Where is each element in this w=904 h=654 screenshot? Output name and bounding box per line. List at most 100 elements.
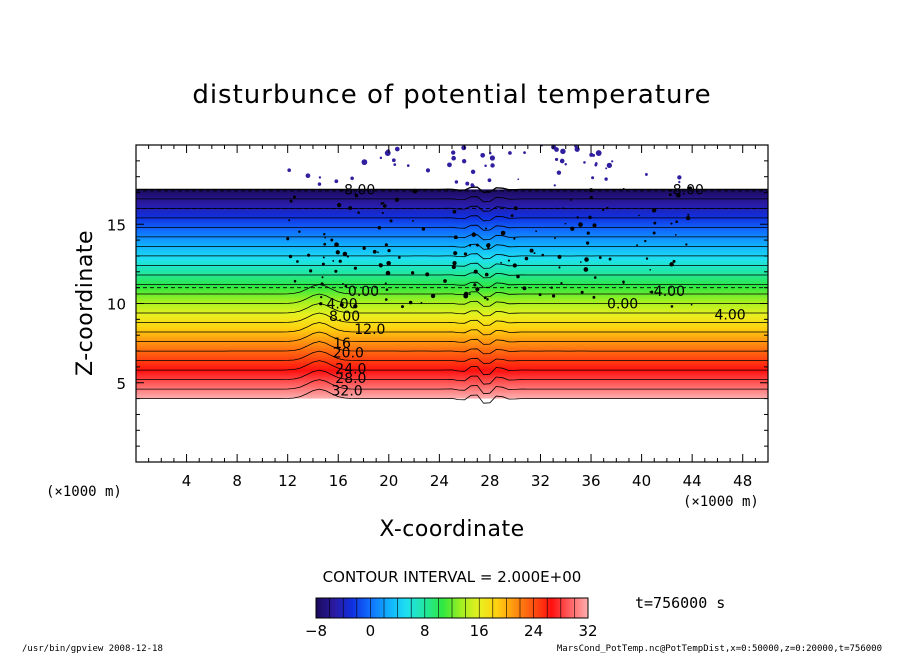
x-tick-label: 8 [232,472,242,490]
turbulence-speck [443,279,447,283]
turbulence-speck [529,248,534,253]
turbulence-speck [350,176,354,181]
x-tick-label: 12 [278,472,297,490]
chart-title: disturbunce of potential temperature [192,80,711,110]
turbulence-speck [420,301,423,304]
turbulence-speck [288,254,293,259]
x-tick-label: 20 [379,472,398,490]
turbulence-speck [410,271,415,275]
turbulence-speck [384,298,388,301]
footer-right: MarsCond_PotTemp.nc@PotTempDist,x=0:5000… [557,644,882,654]
turbulence-speck [468,244,472,247]
turbulence-speck [318,176,322,179]
turbulence-speck [510,214,514,218]
turbulence-speck [400,305,404,309]
turbulence-speck [611,160,614,163]
contour-lines [136,145,768,404]
turbulence-speck [674,234,677,236]
turbulence-speck [670,222,673,225]
contour-label: 12.0 [354,322,385,338]
contour-line [136,215,768,222]
contour-label: 4.00 [714,308,745,324]
contour-label: 4.00 [326,297,357,313]
turbulence-speck [552,294,556,298]
turbulence-speck [688,186,693,191]
turbulence-speck [553,184,556,187]
x-tick-label: 32 [531,472,550,490]
turbulence-speck [324,236,326,239]
turbulence-speck [500,230,506,236]
contour-label: 0.00 [607,297,638,313]
turbulence-speck [591,176,595,180]
turbulence-speck [538,293,542,297]
turbulence-speck [353,266,357,270]
contour-line [136,186,768,193]
turbulence-speck [321,276,324,279]
turbulence-speck [453,235,458,240]
turbulence-speck [378,263,382,267]
turbulence-speck [500,261,502,264]
contour-label: -4.00 [649,284,685,300]
turbulence-speck [394,146,400,152]
turbulence-speck [606,162,613,169]
colorbar-tick-label: 16 [470,622,489,640]
turbulence-speck [589,152,594,157]
turbulence-speck [556,170,562,175]
turbulence-speck [339,302,344,307]
turbulence-speck [645,257,649,260]
turbulence-speck [452,260,457,266]
turbulence-speck [507,259,510,262]
turbulence-speck [465,181,470,186]
colorbar-tick-label: 0 [366,622,376,640]
contour-line [136,322,768,336]
footer-left: /usr/bin/gpview 2008-12-18 [22,644,163,654]
turbulence-speck [384,282,387,285]
turbulence-speck [323,233,326,236]
turbulence-speck [452,209,457,214]
turbulence-speck [379,156,383,160]
turbulence-speck [461,145,467,151]
turbulence-speck [564,222,567,225]
x-tick-label: 24 [430,472,449,490]
turbulence-speck [523,151,526,155]
turbulence-speck [332,259,335,262]
contour-label: 0.00 [348,284,379,300]
x-unit-left: (×1000 m) [46,484,122,500]
turbulence-speck [385,288,389,291]
turbulence-speck [421,227,426,231]
turbulence-speck [604,177,608,181]
turbulence-speck [576,216,579,219]
turbulence-speck [598,256,602,259]
turbulence-speck [430,293,436,299]
turbulence-speck [554,147,559,152]
turbulence-speck [517,178,520,181]
contour-line [136,293,768,307]
turbulence-speck [595,150,602,156]
contour-line [136,284,768,298]
contour-line [136,303,768,317]
turbulence-speck [685,243,688,246]
contour-label: -8.00 [339,182,375,198]
turbulence-speck [644,239,647,243]
contour-line [136,234,768,241]
contour-line [136,379,768,395]
turbulence-speck [463,252,468,256]
turbulence-speck [362,246,366,250]
turbulence-speck [487,243,491,247]
turbulence-speck [475,287,480,292]
turbulence-speck [522,286,527,291]
turbulence-speck [425,272,430,277]
turbulence-speck [384,243,388,247]
turbulence-speck [550,286,553,289]
x-axis-ticks: 4 8 12 16 20 24 28 32 36 40 44 48 [135,145,769,490]
colorbar-tick-label: −8 [305,622,327,640]
turbulence-speck [622,188,625,191]
contour-interval: CONTOUR INTERVAL = 2.000E+00 [323,568,582,586]
contour-line [136,196,768,203]
turbulence-speck [357,211,360,214]
turbulence-speck [516,274,520,279]
turbulence-speck [593,276,597,279]
turbulence-speck [353,304,358,309]
turbulence-speck [412,188,418,194]
turbulence-speck [554,237,556,240]
